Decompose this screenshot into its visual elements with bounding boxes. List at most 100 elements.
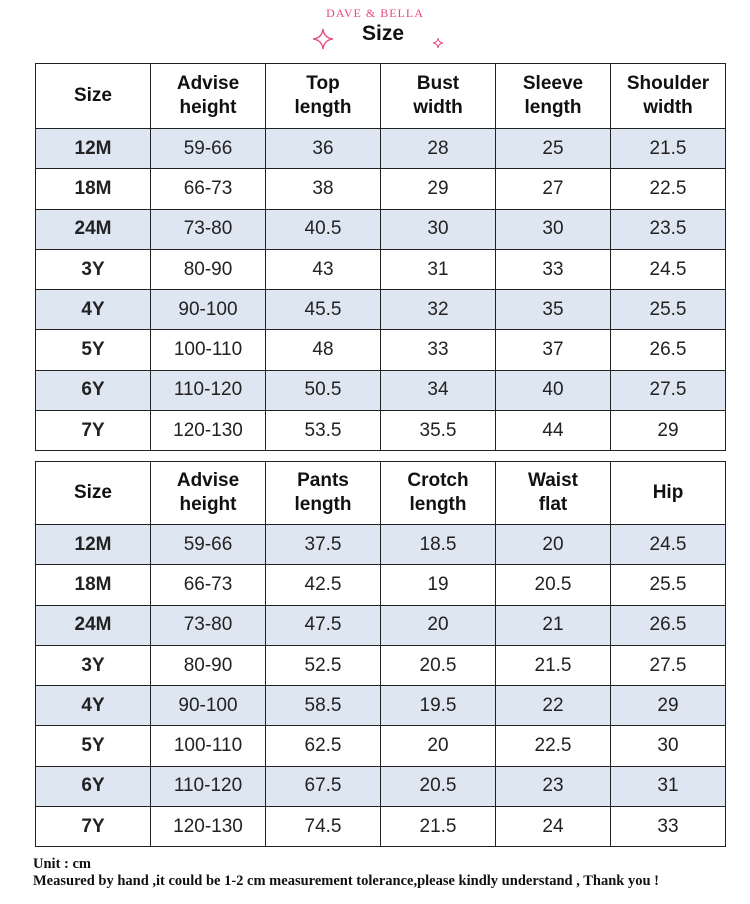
- measurement-cell: 27.5: [610, 644, 726, 687]
- measurement-cell: 59-66: [150, 127, 266, 170]
- measurement-cell: 21.5: [380, 806, 496, 848]
- measurement-cell: 59-66: [150, 523, 266, 566]
- measurement-cell: 19.5: [380, 685, 496, 727]
- measurement-cell: 20: [380, 725, 496, 767]
- measurement-cell: 34: [380, 369, 496, 412]
- measurement-cell: 20: [380, 604, 496, 646]
- measurement-cell: 120-130: [150, 806, 266, 848]
- measurement-cell: 80-90: [150, 644, 266, 687]
- measurement-cell: 37.5: [265, 523, 381, 566]
- column-header: Bust width: [380, 63, 496, 129]
- sparkle-icon: [312, 28, 334, 50]
- measurement-cell: 25.5: [610, 564, 726, 606]
- bottom-size-table: Size Advise height Pants length Crotch leng…: [35, 461, 726, 848]
- measurement-cell: 100-110: [150, 725, 266, 767]
- size-label-cell: 5Y: [35, 725, 151, 767]
- measurement-cell: 35.5: [380, 410, 496, 452]
- measurement-cell: 28: [380, 127, 496, 170]
- measurement-cell: 22.5: [610, 168, 726, 210]
- size-label-cell: 12M: [35, 127, 151, 170]
- size-label-cell: 24M: [35, 604, 151, 646]
- table-row: 24M 73-80 40.5 30 30 23.5: [35, 208, 726, 250]
- size-label-cell: 5Y: [35, 329, 151, 371]
- measurement-cell: 30: [495, 208, 611, 250]
- measurement-cell: 19: [380, 564, 496, 606]
- measurement-cell: 66-73: [150, 564, 266, 606]
- measurement-cell: 40: [495, 369, 611, 412]
- table-row: 18M 66-73 38 29 27 22.5: [35, 168, 726, 210]
- table-row: 12M 59-66 37.5 18.5 20 24.5: [35, 523, 726, 566]
- measurement-cell: 48: [265, 329, 381, 371]
- measurement-cell: 37: [495, 329, 611, 371]
- measurement-cell: 29: [380, 168, 496, 210]
- sparkle-small-icon: [432, 37, 444, 49]
- measurement-cell: 50.5: [265, 369, 381, 412]
- measurement-cell: 33: [380, 329, 496, 371]
- measurement-cell: 26.5: [610, 604, 726, 646]
- table-row: 4Y 90-100 58.5 19.5 22 29: [35, 685, 726, 727]
- column-header: Advise height: [150, 63, 266, 129]
- measurement-cell: 24.5: [610, 523, 726, 566]
- size-label-cell: 7Y: [35, 410, 151, 452]
- measurement-cell: 74.5: [265, 806, 381, 848]
- measurement-cell: 23: [495, 765, 611, 808]
- table-row: 7Y 120-130 53.5 35.5 44 29: [35, 410, 726, 452]
- top-table-body: 12M 59-66 36 28 25 21.5 18M 66-73 38 29 27 22.5 24M 7…: [35, 127, 726, 452]
- measurement-cell: 21.5: [610, 127, 726, 170]
- table-header-row: Size Advise height Pants length Crotch leng…: [35, 461, 726, 525]
- measurement-cell: 33: [610, 806, 726, 848]
- size-label-cell: 7Y: [35, 806, 151, 848]
- measurement-cell: 90-100: [150, 685, 266, 727]
- measurement-cell: 110-120: [150, 765, 266, 808]
- size-label-cell: 24M: [35, 208, 151, 250]
- measurement-cell: 24: [495, 806, 611, 848]
- table-row: 12M 59-66 36 28 25 21.5: [35, 127, 726, 170]
- size-label-cell: 6Y: [35, 369, 151, 412]
- measurement-cell: 52.5: [265, 644, 381, 687]
- column-header: Sleeve length: [495, 63, 611, 129]
- measurement-cell: 20.5: [380, 644, 496, 687]
- measurement-cell: 58.5: [265, 685, 381, 727]
- table-row: 3Y 80-90 52.5 20.5 21.5 27.5: [35, 644, 726, 687]
- bottom-table-body: 12M 59-66 37.5 18.5 20 24.5 18M 66-73 42.5 19 20.5…: [35, 523, 726, 848]
- page-title: Size: [361, 22, 405, 45]
- measurement-cell: 20.5: [495, 564, 611, 606]
- column-header: Shoulder width: [610, 63, 726, 129]
- size-label-cell: 18M: [35, 564, 151, 606]
- measurement-cell: 25.5: [610, 289, 726, 331]
- size-label-cell: 3Y: [35, 248, 151, 291]
- measurement-cell: 53.5: [265, 410, 381, 452]
- measurement-cell: 36: [265, 127, 381, 170]
- measurement-cell: 40.5: [265, 208, 381, 250]
- measurement-cell: 73-80: [150, 604, 266, 646]
- measurement-cell: 25: [495, 127, 611, 170]
- column-header: Advise height: [150, 461, 266, 525]
- measurement-cell: 100-110: [150, 329, 266, 371]
- measurement-cell: 47.5: [265, 604, 381, 646]
- measurement-cell: 33: [495, 248, 611, 291]
- measurement-cell: 67.5: [265, 765, 381, 808]
- measurement-cell: 90-100: [150, 289, 266, 331]
- column-header: Size: [35, 63, 151, 129]
- measurement-cell: 38: [265, 168, 381, 210]
- measurement-cell: 31: [610, 765, 726, 808]
- measurement-cell: 30: [380, 208, 496, 250]
- size-label-cell: 4Y: [35, 685, 151, 727]
- measurement-cell: 73-80: [150, 208, 266, 250]
- table-row: 7Y 120-130 74.5 21.5 24 33: [35, 806, 726, 848]
- table-row: 18M 66-73 42.5 19 20.5 25.5: [35, 564, 726, 606]
- measurement-cell: 45.5: [265, 289, 381, 331]
- table-header-row: Size Advise height Top length Bust width Sl…: [35, 63, 726, 129]
- table-row: 24M 73-80 47.5 20 21 26.5: [35, 604, 726, 646]
- measurement-cell: 66-73: [150, 168, 266, 210]
- table-row: 3Y 80-90 43 31 33 24.5: [35, 248, 726, 291]
- measurement-cell: 23.5: [610, 208, 726, 250]
- footnotes: Unit : cm Measured by hand ,it could be …: [33, 856, 743, 890]
- column-header: Hip: [610, 461, 726, 525]
- measurement-cell: 26.5: [610, 329, 726, 371]
- table-row: 6Y 110-120 50.5 34 40 27.5: [35, 369, 726, 412]
- measurement-cell: 44: [495, 410, 611, 452]
- table-row: 6Y 110-120 67.5 20.5 23 31: [35, 765, 726, 808]
- column-header: Top length: [265, 63, 381, 129]
- measurement-cell: 18.5: [380, 523, 496, 566]
